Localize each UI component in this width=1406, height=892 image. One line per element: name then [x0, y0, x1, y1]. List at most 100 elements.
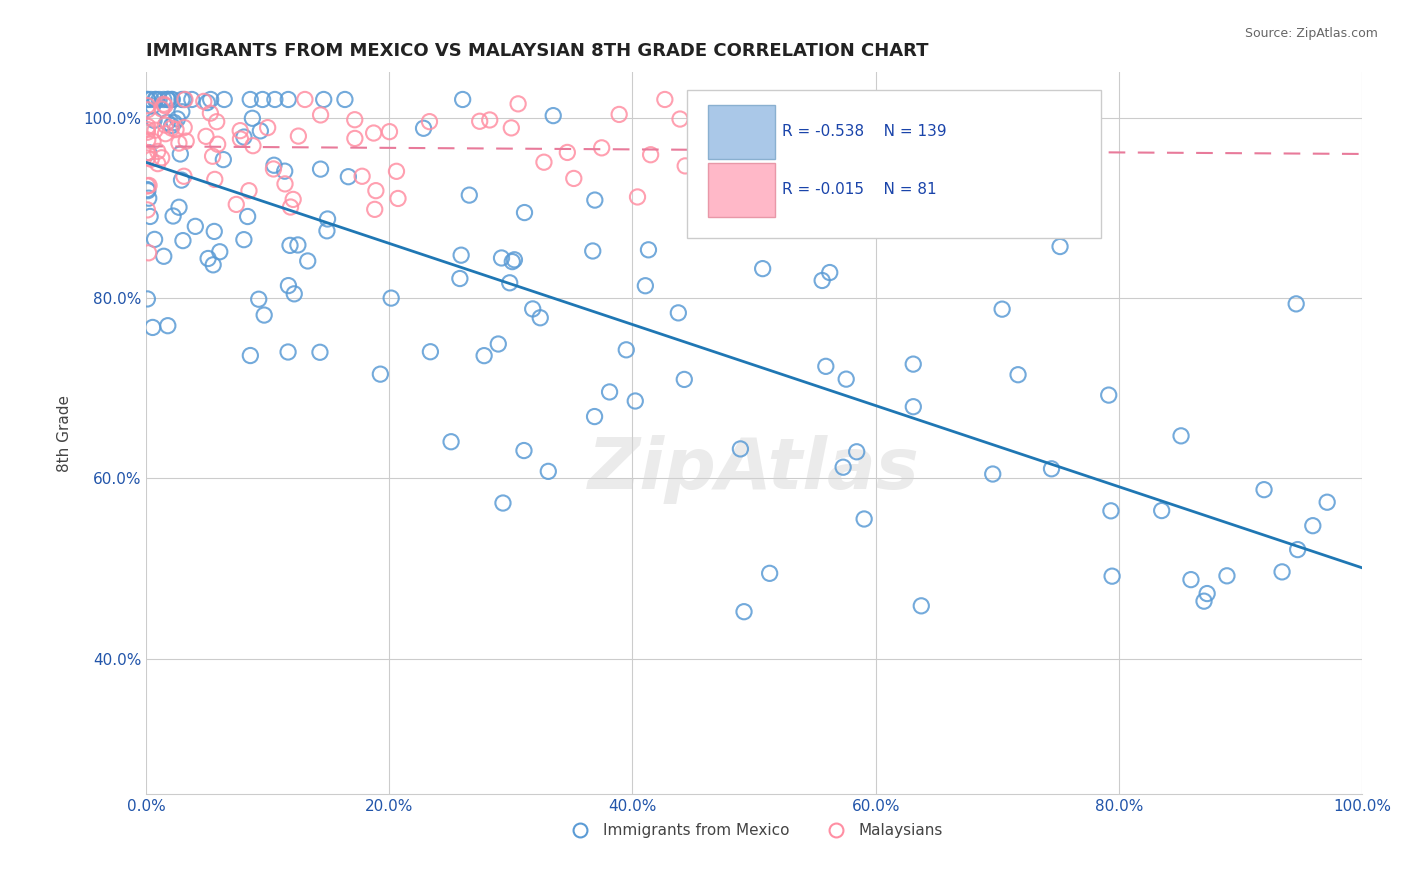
Point [170, 93, 193, 107]
Legend: Immigrants from Mexico, Malaysians: Immigrants from Mexico, Malaysians [560, 817, 949, 844]
Point [136, 98, 159, 112]
Point [138, 178, 160, 193]
Point [853, 512, 876, 526]
Point [165, 122, 187, 136]
Point [492, 496, 515, 510]
Point [162, 209, 184, 223]
Point [1150, 503, 1173, 517]
Point [232, 233, 254, 247]
Point [1285, 297, 1308, 311]
Point [910, 599, 932, 613]
Point [142, 320, 165, 334]
Point [537, 464, 560, 478]
Point [252, 93, 274, 107]
Point [1098, 388, 1121, 402]
Point [845, 444, 868, 458]
Point [136, 183, 159, 197]
Point [449, 271, 471, 285]
Point [468, 114, 491, 128]
Point [472, 349, 495, 363]
Y-axis label: 8th Grade: 8th Grade [58, 395, 72, 472]
Point [160, 93, 183, 107]
Point [138, 145, 160, 160]
Point [634, 278, 657, 293]
Point [1286, 542, 1309, 557]
Point [136, 125, 159, 139]
Point [136, 93, 159, 107]
Point [599, 384, 621, 399]
Point [385, 164, 408, 178]
Point [136, 120, 159, 134]
Point [278, 238, 301, 252]
Point [1049, 239, 1071, 253]
Point [533, 155, 555, 169]
Point [666, 306, 689, 320]
Point [673, 159, 696, 173]
Point [378, 125, 401, 139]
Point [1216, 569, 1239, 583]
Point [229, 132, 252, 146]
Point [287, 129, 309, 144]
Point [242, 112, 264, 126]
Point [156, 318, 179, 333]
Point [380, 291, 402, 305]
Point [136, 151, 159, 165]
Point [239, 93, 262, 107]
Point [204, 172, 226, 186]
Point [136, 145, 159, 160]
Point [832, 460, 855, 475]
Point [142, 135, 165, 149]
Point [1170, 429, 1192, 443]
Point [148, 93, 170, 107]
Point [758, 566, 780, 581]
Point [626, 190, 648, 204]
Point [136, 145, 159, 160]
Point [283, 286, 305, 301]
Point [143, 232, 166, 246]
Point [607, 107, 630, 121]
Point [200, 93, 222, 107]
Point [333, 93, 356, 107]
Point [522, 301, 544, 316]
Point [242, 138, 264, 153]
Point [174, 93, 197, 107]
Point [673, 372, 696, 386]
Point [387, 191, 409, 205]
Point [297, 254, 319, 268]
Point [803, 216, 825, 230]
Point [513, 205, 536, 219]
Point [730, 442, 752, 456]
Point [249, 124, 271, 138]
Text: ZipAtlas: ZipAtlas [588, 434, 920, 504]
Point [142, 99, 165, 113]
Point [418, 114, 440, 128]
Point [814, 359, 837, 374]
Point [146, 156, 169, 170]
Point [225, 197, 247, 211]
Point [811, 273, 834, 287]
Point [138, 245, 160, 260]
Point [903, 400, 925, 414]
Point [146, 145, 169, 159]
Point [557, 145, 579, 160]
Point [277, 278, 299, 293]
Point [167, 200, 190, 214]
Point [591, 141, 613, 155]
Point [152, 97, 174, 112]
Point [903, 357, 925, 371]
Point [309, 108, 332, 122]
Point [200, 106, 222, 120]
Point [508, 96, 530, 111]
Point [1040, 462, 1063, 476]
Point [981, 467, 1004, 481]
Point [180, 93, 202, 107]
Point [238, 184, 260, 198]
Point [1253, 483, 1275, 497]
Point [1099, 504, 1122, 518]
Point [451, 93, 474, 107]
Point [501, 120, 523, 135]
Point [173, 120, 195, 135]
Point [316, 224, 339, 238]
Point [170, 104, 193, 119]
Point [136, 184, 159, 198]
